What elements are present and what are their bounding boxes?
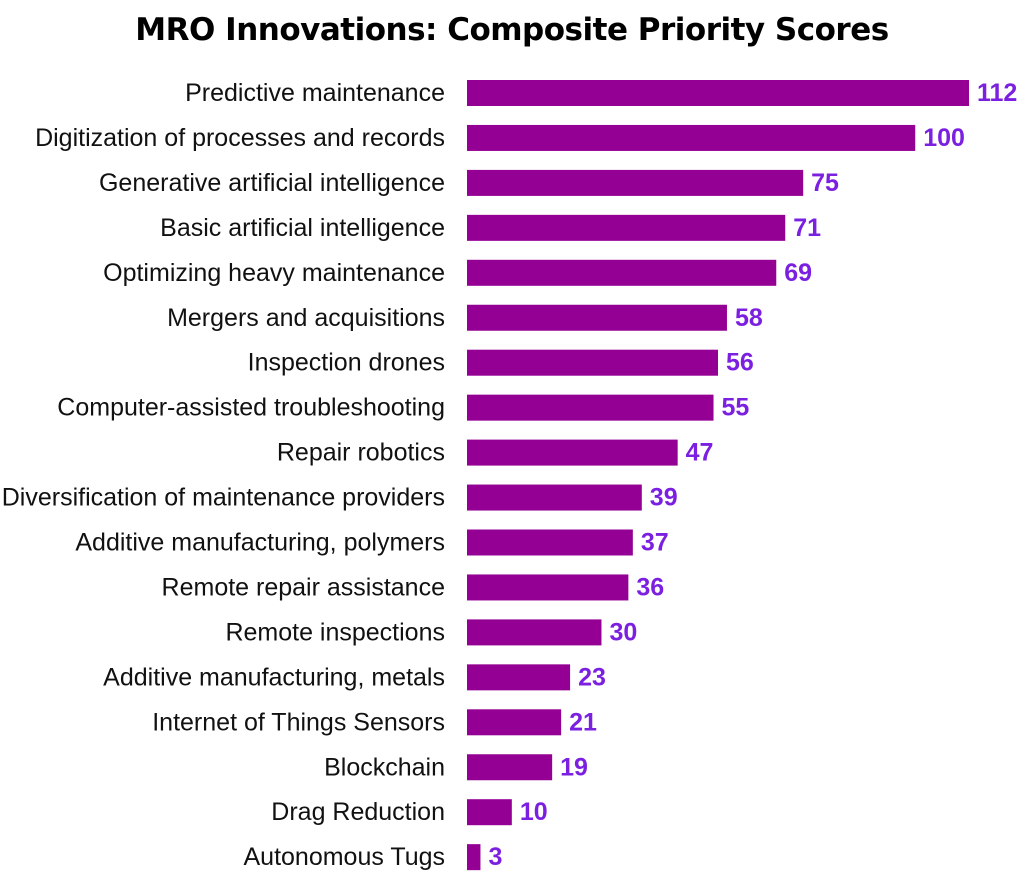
category-label: Basic artificial intelligence bbox=[160, 214, 445, 242]
value-label: 19 bbox=[560, 753, 588, 781]
category-label: Mergers and acquisitions bbox=[167, 304, 445, 332]
bar bbox=[467, 754, 553, 781]
category-label: Digitization of processes and records bbox=[35, 124, 445, 152]
category-label: Internet of Things Sensors bbox=[152, 708, 445, 736]
category-label: Additive manufacturing, polymers bbox=[75, 529, 445, 557]
category-label: Computer-assisted troubleshooting bbox=[57, 394, 445, 422]
bar bbox=[467, 259, 777, 286]
category-label: Inspection drones bbox=[248, 349, 445, 377]
bar bbox=[467, 574, 629, 601]
bar bbox=[467, 619, 602, 646]
value-label: 100 bbox=[923, 124, 965, 152]
bar bbox=[467, 484, 642, 511]
value-label: 10 bbox=[520, 798, 548, 826]
category-label: Predictive maintenance bbox=[185, 79, 445, 107]
bar bbox=[467, 799, 512, 826]
value-label: 56 bbox=[726, 349, 754, 377]
bar bbox=[467, 439, 678, 466]
bar bbox=[467, 394, 714, 421]
value-label: 69 bbox=[784, 259, 812, 287]
bar bbox=[467, 844, 481, 871]
category-label: Blockchain bbox=[324, 753, 445, 781]
value-label: 23 bbox=[578, 663, 606, 691]
value-label: 55 bbox=[722, 394, 750, 422]
category-label: Remote repair assistance bbox=[162, 573, 445, 601]
value-label: 36 bbox=[636, 573, 664, 601]
value-label: 58 bbox=[735, 304, 763, 332]
value-label: 39 bbox=[650, 484, 678, 512]
category-label: Autonomous Tugs bbox=[243, 843, 445, 871]
value-label: 21 bbox=[569, 708, 597, 736]
bar bbox=[467, 709, 562, 736]
value-label: 112 bbox=[977, 79, 1017, 107]
category-label: Diversification of maintenance providers bbox=[2, 484, 445, 512]
value-label: 37 bbox=[641, 529, 669, 557]
value-label: 47 bbox=[686, 439, 714, 467]
value-label: 30 bbox=[609, 618, 637, 646]
chart-title: MRO Innovations: Composite Priority Scor… bbox=[135, 12, 889, 48]
bar bbox=[467, 529, 633, 556]
category-label: Additive manufacturing, metals bbox=[103, 663, 445, 691]
value-label: 71 bbox=[793, 214, 821, 242]
value-label: 3 bbox=[488, 843, 502, 871]
bar bbox=[467, 169, 804, 196]
bar bbox=[467, 80, 969, 106]
category-label: Generative artificial intelligence bbox=[99, 169, 445, 197]
bar bbox=[467, 214, 786, 241]
bar bbox=[467, 304, 727, 331]
category-label: Optimizing heavy maintenance bbox=[103, 259, 445, 287]
bar bbox=[467, 124, 916, 151]
category-label: Repair robotics bbox=[277, 439, 445, 467]
value-label: 75 bbox=[811, 169, 839, 197]
bar bbox=[467, 349, 718, 376]
category-label: Drag Reduction bbox=[271, 798, 445, 826]
bar bbox=[467, 664, 571, 691]
category-label: Remote inspections bbox=[225, 618, 445, 646]
